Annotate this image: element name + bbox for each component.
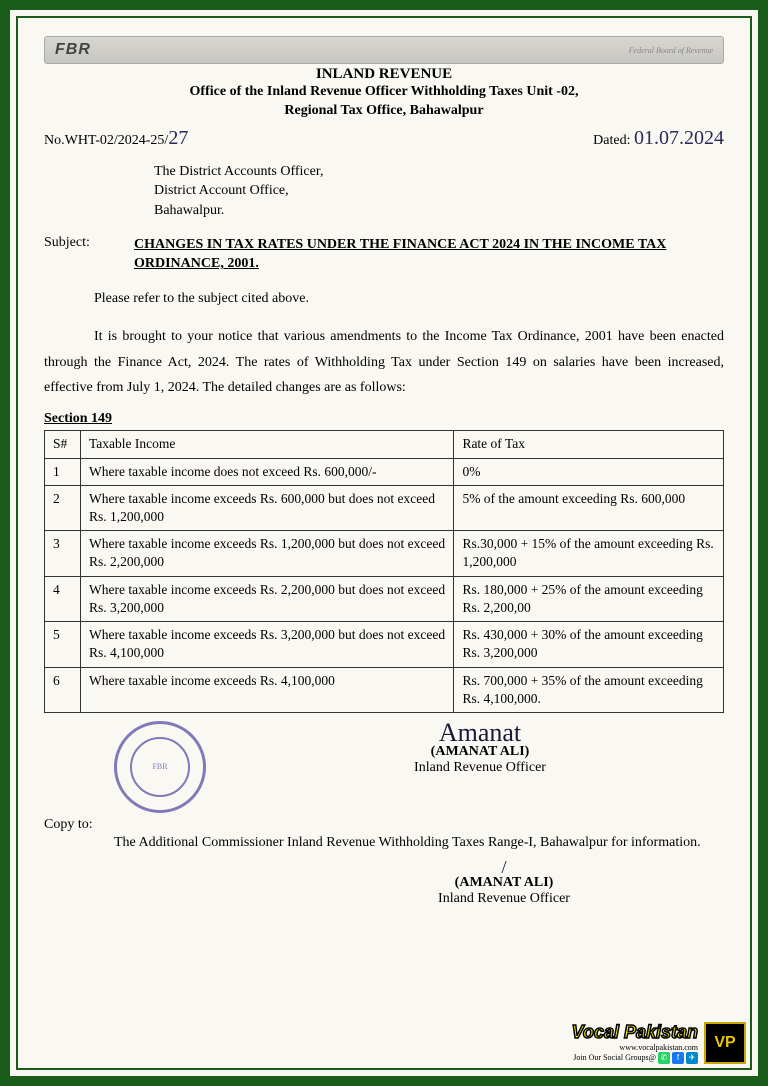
fbr-logo: FBR <box>55 41 91 59</box>
signature-scribble: Amanat <box>236 721 724 744</box>
signature-block-1: FBR Amanat (AMANAT ALI) Inland Revenue O… <box>44 721 724 813</box>
copy-to-text: The Additional Commissioner Inland Reven… <box>44 833 724 853</box>
signatory-name-2: (AMANAT ALI) <box>284 875 724 891</box>
dated-value: 01.07.2024 <box>634 127 724 149</box>
addressee-block: The District Accounts Officer, District … <box>154 162 724 221</box>
watermark-url: www.vocalpakistan.com <box>572 1043 698 1052</box>
table-row: 6 Where taxable income exceeds Rs. 4,100… <box>45 667 724 712</box>
outer-frame: FBR Federal Board of Revenue INLAND REVE… <box>0 0 768 1086</box>
watermark-brand: Vocal Pakistan <box>572 1022 698 1042</box>
signatory-name: (AMANAT ALI) <box>236 744 724 760</box>
th-income: Taxable Income <box>81 431 454 458</box>
watermark: Vocal Pakistan www.vocalpakistan.com Joi… <box>572 1022 746 1064</box>
table-header-row: S# Taxable Income Rate of Tax <box>45 431 724 458</box>
table-row: 3 Where taxable income exceeds Rs. 1,200… <box>45 531 724 576</box>
telegram-icon: ✈ <box>686 1052 698 1064</box>
signature-mark: / <box>284 859 724 875</box>
table-row: 5 Where taxable income exceeds Rs. 3,200… <box>45 622 724 667</box>
signatory-title: Inland Revenue Officer <box>236 760 724 776</box>
copy-to-label: Copy to: <box>44 817 724 833</box>
addr-line1: The District Accounts Officer, <box>154 162 724 182</box>
letterhead-right: Federal Board of Revenue <box>629 46 713 55</box>
office-line1: Office of the Inland Revenue Officer Wit… <box>44 83 724 102</box>
watermark-social: Join Our Social Groups@ ✆ f ✈ <box>572 1052 698 1064</box>
facebook-icon: f <box>672 1052 684 1064</box>
section-header: Section 149 <box>44 411 724 427</box>
body-para-2: It is brought to your notice that variou… <box>44 324 724 402</box>
stamp-inner: FBR <box>152 762 167 771</box>
signature-block-2: / (AMANAT ALI) Inland Revenue Officer <box>284 859 724 907</box>
department-title: INLAND REVENUE <box>44 66 724 83</box>
tax-table: S# Taxable Income Rate of Tax 1 Where ta… <box>44 430 724 713</box>
subject-label: Subject: <box>44 235 134 274</box>
office-line2: Regional Tax Office, Bahawalpur <box>44 102 724 121</box>
ref-prefix: No.WHT-02/2024-25/ <box>44 133 168 148</box>
subject-row: Subject: CHANGES IN TAX RATES UNDER THE … <box>44 235 724 274</box>
dated-label: Dated: <box>593 133 630 148</box>
table-row: 4 Where taxable income exceeds Rs. 2,200… <box>45 576 724 621</box>
addr-line3: Bahawalpur. <box>154 201 724 221</box>
reference-row: No.WHT-02/2024-25/27 Dated: 01.07.2024 <box>44 127 724 150</box>
signatory-title-2: Inland Revenue Officer <box>284 891 724 907</box>
table-row: 2 Where taxable income exceeds Rs. 600,0… <box>45 485 724 530</box>
addr-line2: District Account Office, <box>154 181 724 201</box>
body-para-1: Please refer to the subject cited above. <box>44 286 724 312</box>
table-row: 1 Where taxable income does not exceed R… <box>45 458 724 485</box>
subject-text: CHANGES IN TAX RATES UNDER THE FINANCE A… <box>134 235 724 274</box>
vp-logo-icon: VP <box>704 1022 746 1064</box>
whatsapp-icon: ✆ <box>658 1052 670 1064</box>
th-rate: Rate of Tax <box>454 431 724 458</box>
letterhead-bar: FBR Federal Board of Revenue <box>44 36 724 64</box>
ref-number-hand: 27 <box>168 127 188 149</box>
official-stamp: FBR <box>114 721 206 813</box>
document-page: FBR Federal Board of Revenue INLAND REVE… <box>16 16 752 1070</box>
th-sn: S# <box>45 431 81 458</box>
